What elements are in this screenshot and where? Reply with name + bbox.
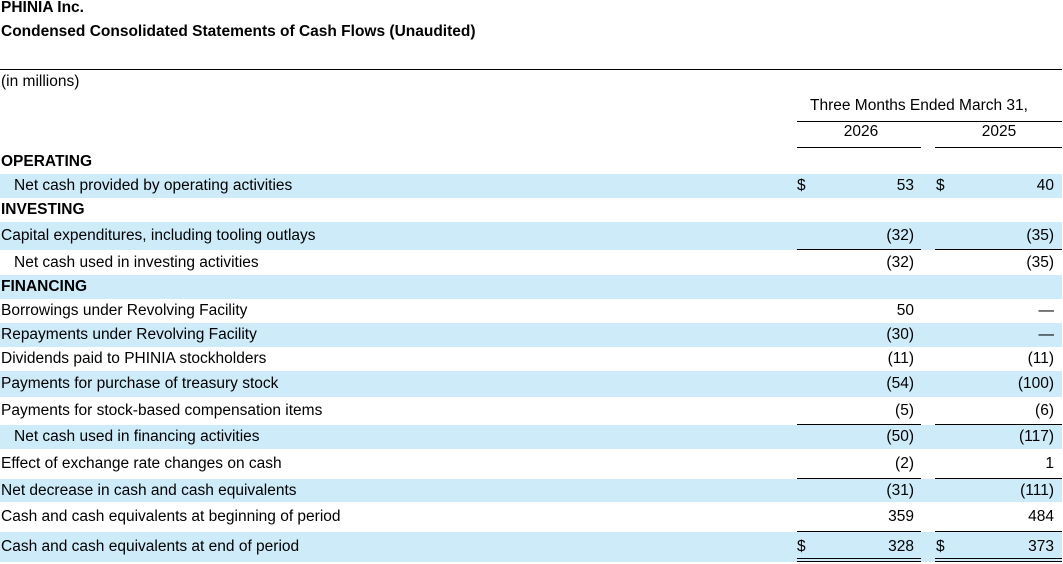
table-row: Net decrease in cash and cash equivalent…	[0, 479, 1062, 502]
row-label: Borrowings under Revolving Facility	[1, 302, 248, 319]
value-2025: 40	[1036, 177, 1054, 194]
value-2025: (100)	[1017, 375, 1054, 392]
table-row: Payments for purchase of treasury stock (…	[0, 371, 1062, 397]
value-2026: (54)	[886, 375, 914, 392]
table-row: Repayments under Revolving Facility (30) —	[0, 323, 1062, 347]
currency-symbol-2025: $	[936, 538, 945, 555]
value-2026: 359	[888, 508, 914, 525]
row-label: Cash and cash equivalents at end of peri…	[1, 538, 300, 555]
subtotal-underline	[797, 424, 921, 425]
value-2026: 50	[896, 302, 914, 319]
value-2026: 53	[896, 177, 914, 194]
value-2026: (30)	[886, 326, 914, 343]
value-2026: (2)	[895, 455, 914, 472]
value-2026: (32)	[886, 227, 914, 244]
value-2025: (35)	[1026, 254, 1054, 271]
value-2025: 1	[1045, 455, 1054, 472]
row-label: Payments for stock-based compensation it…	[1, 402, 323, 419]
table-row: Payments for stock-based compensation it…	[0, 397, 1062, 425]
table-row: Capital expenditures, including tooling …	[0, 222, 1062, 250]
currency-symbol-2026: $	[797, 177, 806, 194]
subtotal-underline	[935, 249, 1062, 250]
value-2026: (11)	[887, 350, 914, 367]
statement-title: Condensed Consolidated Statements of Cas…	[1, 23, 476, 40]
total-double-underline	[935, 558, 1062, 562]
subtotal-underline	[797, 531, 921, 532]
table-row: Net cash provided by operating activitie…	[0, 174, 1062, 198]
subtotal-underline	[935, 478, 1062, 479]
table-row: Net cash used in investing activities (32…	[0, 250, 1062, 275]
table-row: Borrowings under Revolving Facility 50 —	[0, 299, 1062, 323]
company-name: PHINIA Inc.	[1, 0, 84, 16]
value-2025: (6)	[1035, 402, 1054, 419]
value-2025: (117)	[1018, 428, 1054, 445]
table-row: Effect of exchange rate changes on cash (…	[0, 449, 1062, 479]
row-label: Net cash used in financing activities	[14, 428, 260, 445]
subtotal-underline	[935, 531, 1062, 532]
currency-symbol-2025: $	[936, 177, 945, 194]
table-row: OPERATING	[0, 150, 1062, 174]
value-2026: (32)	[886, 254, 914, 271]
subtotal-underline	[797, 249, 921, 250]
value-2025: 484	[1028, 508, 1054, 525]
row-label: Dividends paid to PHINIA stockholders	[1, 350, 267, 367]
row-label: Repayments under Revolving Facility	[1, 326, 257, 343]
value-2025: —	[1038, 302, 1055, 319]
value-2026: (5)	[895, 402, 914, 419]
row-label: Net decrease in cash and cash equivalent…	[1, 482, 297, 499]
period-heading: Three Months Ended March 31,	[810, 97, 1028, 114]
section-heading: FINANCING	[1, 278, 88, 295]
period-underline	[797, 121, 1062, 122]
value-2026: (50)	[886, 428, 914, 445]
currency-symbol-2026: $	[797, 538, 806, 555]
row-label: Cash and cash equivalents at beginning o…	[1, 508, 341, 525]
value-2025: (111)	[1020, 482, 1054, 499]
section-heading: OPERATING	[1, 153, 92, 170]
value-2026: 328	[888, 538, 914, 555]
section-heading: INVESTING	[1, 201, 85, 218]
value-2025: (35)	[1026, 227, 1054, 244]
column-underline-2026	[797, 147, 921, 148]
row-label: Payments for purchase of treasury stock	[1, 375, 279, 392]
units-label: (in millions)	[1, 73, 80, 90]
table-row: FINANCING	[0, 275, 1062, 299]
table-row: Cash and cash equivalents at beginning o…	[0, 502, 1062, 532]
header-divider	[0, 69, 1062, 70]
total-double-underline	[797, 558, 921, 562]
value-2026: (31)	[886, 482, 914, 499]
row-label: Net cash used in investing activities	[14, 254, 259, 271]
value-2025: (11)	[1027, 350, 1054, 367]
value-2025: —	[1038, 326, 1055, 343]
subtotal-underline	[935, 424, 1062, 425]
table-row: Net cash used in financing activities (50…	[0, 425, 1062, 449]
row-label: Net cash provided by operating activitie…	[14, 177, 293, 194]
column-header-2026: 2026	[843, 123, 879, 140]
table-row: Cash and cash equivalents at end of peri…	[0, 532, 1062, 562]
row-label: Effect of exchange rate changes on cash	[1, 455, 282, 472]
column-underline-2025	[935, 147, 1062, 148]
value-2025: 373	[1028, 538, 1054, 555]
subtotal-underline	[797, 478, 921, 479]
table-row: Dividends paid to PHINIA stockholders (11…	[0, 347, 1062, 371]
row-label: Capital expenditures, including tooling …	[1, 227, 316, 244]
table-row: INVESTING	[0, 198, 1062, 222]
column-header-2025: 2025	[981, 123, 1017, 140]
